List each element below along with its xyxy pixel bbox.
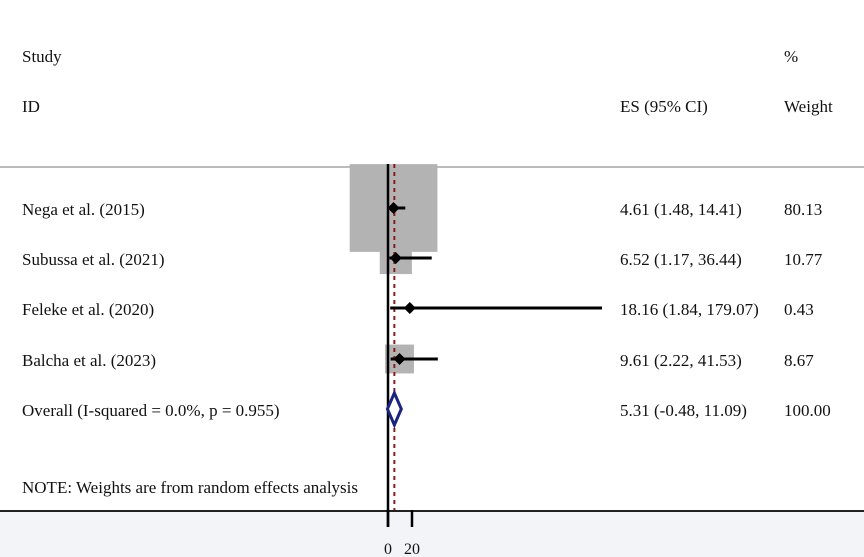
study-label-2: Subussa et al. (2021) bbox=[22, 250, 165, 269]
study-label-4: Balcha et al. (2023) bbox=[22, 351, 157, 370]
point-estimate-1 bbox=[387, 202, 400, 214]
id-header: ID bbox=[22, 97, 40, 116]
study-label-1: Nega et al. (2015) bbox=[22, 200, 145, 219]
overall-label: Overall (I-squared = 0.0%, p = 0.955) bbox=[22, 401, 280, 420]
overall-es: 5.31 (-0.48, 11.09) bbox=[620, 401, 747, 420]
percent-header: % bbox=[784, 47, 799, 66]
axis-divider bbox=[0, 510, 864, 512]
study-weight-1: 80.13 bbox=[784, 200, 823, 219]
point-estimate-4 bbox=[393, 353, 406, 365]
study-weight-2: 10.77 bbox=[784, 250, 823, 269]
x-tick-label-2: 20 bbox=[404, 541, 420, 557]
overall-diamond bbox=[385, 389, 403, 429]
x-tick-label-1: 0 bbox=[384, 541, 392, 557]
study-es-3: 18.16 (1.84, 179.07) bbox=[620, 300, 759, 319]
study-header: Study bbox=[22, 47, 62, 66]
study-label-3: Feleke et al. (2020) bbox=[22, 300, 155, 319]
study-es-2: 6.52 (1.17, 36.44) bbox=[620, 250, 742, 269]
point-estimate-3 bbox=[403, 302, 416, 314]
overall-weight: 100.00 bbox=[784, 401, 831, 420]
axis-band bbox=[0, 512, 864, 557]
footnote: NOTE: Weights are from random effects an… bbox=[22, 478, 359, 497]
weight-header: Weight bbox=[784, 97, 833, 116]
study-es-1: 4.61 (1.48, 14.41) bbox=[620, 200, 742, 219]
study-weight-4: 8.67 bbox=[784, 351, 814, 370]
es-ci-header: ES (95% CI) bbox=[620, 97, 708, 116]
study-weight-3: 0.43 bbox=[784, 300, 814, 319]
study-es-4: 9.61 (2.22, 41.53) bbox=[620, 351, 742, 370]
point-estimate-2 bbox=[389, 252, 402, 264]
